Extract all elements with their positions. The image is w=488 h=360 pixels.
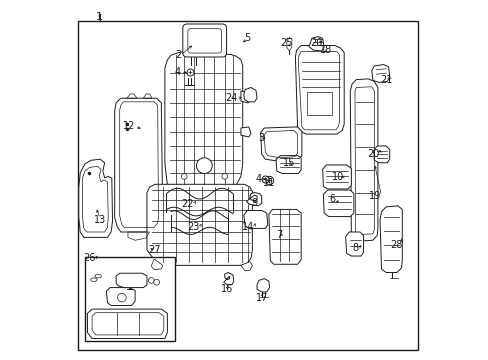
FancyBboxPatch shape: [187, 29, 221, 53]
Polygon shape: [244, 87, 257, 102]
Bar: [85, 257, 174, 341]
Text: 1: 1: [96, 12, 102, 22]
Text: 10: 10: [331, 172, 344, 182]
Circle shape: [117, 293, 126, 302]
Polygon shape: [260, 127, 301, 161]
Circle shape: [196, 158, 212, 174]
Polygon shape: [371, 64, 389, 82]
Polygon shape: [295, 45, 344, 134]
FancyBboxPatch shape: [183, 24, 226, 57]
Polygon shape: [246, 193, 261, 206]
Text: 20: 20: [310, 38, 322, 48]
Polygon shape: [241, 262, 252, 270]
Polygon shape: [286, 39, 291, 51]
Polygon shape: [87, 309, 167, 338]
Text: 19: 19: [368, 191, 381, 201]
Text: 6: 6: [329, 194, 335, 204]
Polygon shape: [223, 273, 233, 285]
Polygon shape: [244, 211, 267, 228]
Ellipse shape: [95, 274, 101, 278]
Text: 4: 4: [255, 174, 261, 184]
Polygon shape: [164, 51, 242, 191]
Polygon shape: [115, 98, 163, 232]
Polygon shape: [151, 259, 163, 270]
Polygon shape: [308, 37, 324, 51]
Polygon shape: [79, 159, 112, 237]
Circle shape: [148, 278, 154, 283]
Text: 16: 16: [221, 284, 233, 294]
Polygon shape: [322, 165, 351, 189]
Text: 13: 13: [94, 215, 106, 225]
Polygon shape: [323, 190, 353, 217]
Text: 9: 9: [251, 198, 257, 208]
Polygon shape: [241, 91, 250, 103]
Text: 22: 22: [181, 199, 193, 210]
Circle shape: [181, 174, 187, 179]
Text: 11: 11: [262, 178, 274, 188]
Text: 7: 7: [276, 230, 282, 239]
Polygon shape: [349, 79, 377, 241]
Text: 3: 3: [258, 133, 264, 143]
Text: 25: 25: [280, 38, 292, 48]
Polygon shape: [106, 288, 135, 306]
Text: 28: 28: [390, 240, 402, 250]
Polygon shape: [241, 127, 250, 137]
Polygon shape: [147, 184, 252, 265]
Text: 12: 12: [122, 121, 135, 131]
Text: 24: 24: [225, 93, 238, 103]
Text: 26: 26: [83, 253, 96, 263]
Text: 20: 20: [367, 149, 379, 159]
Polygon shape: [116, 273, 147, 288]
Text: 23: 23: [187, 222, 199, 232]
Text: 15: 15: [283, 158, 295, 168]
Text: 27: 27: [147, 245, 160, 255]
Text: 21: 21: [379, 75, 391, 85]
Circle shape: [222, 174, 227, 179]
Text: 17: 17: [255, 293, 267, 303]
Text: 5: 5: [244, 33, 250, 43]
Polygon shape: [257, 279, 269, 292]
Text: 4: 4: [174, 67, 180, 77]
Text: 2: 2: [175, 50, 182, 60]
Text: 14: 14: [242, 222, 254, 232]
Text: 18: 18: [320, 45, 332, 55]
Polygon shape: [379, 206, 402, 273]
Bar: [306, 93, 331, 115]
Circle shape: [153, 279, 159, 285]
Polygon shape: [373, 146, 389, 163]
Text: 8: 8: [352, 243, 358, 253]
Polygon shape: [268, 210, 301, 264]
Polygon shape: [345, 232, 363, 256]
Polygon shape: [276, 156, 301, 174]
Ellipse shape: [90, 278, 97, 282]
